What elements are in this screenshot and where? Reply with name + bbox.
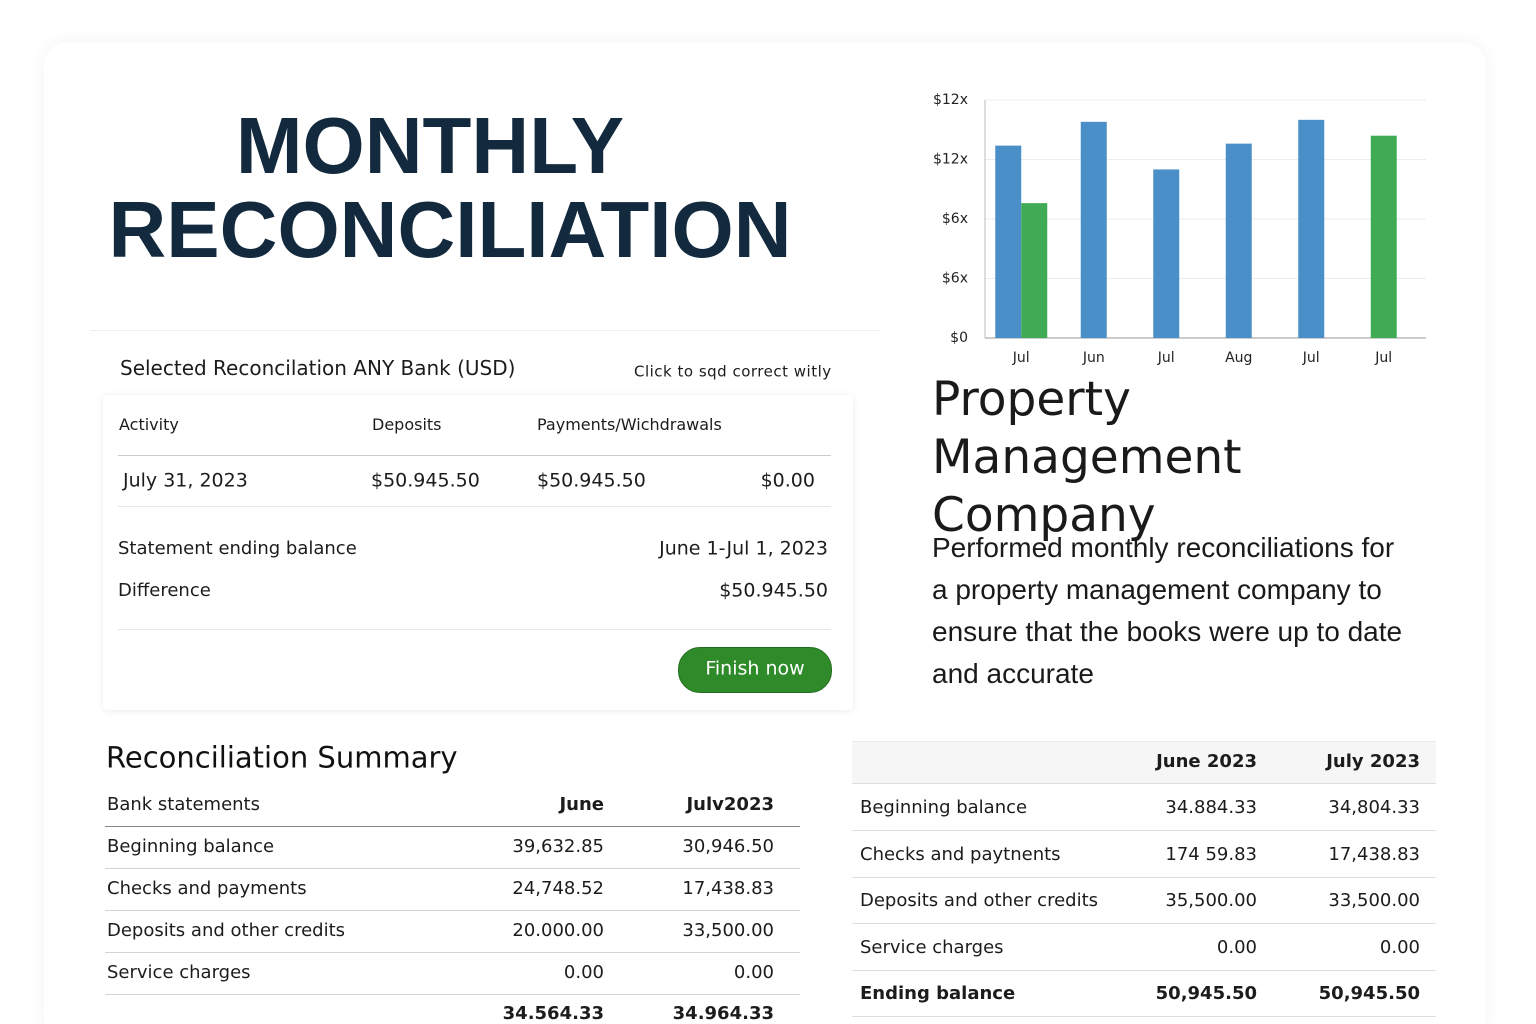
column-header: Deposits bbox=[372, 415, 442, 434]
column-header: Activity bbox=[119, 415, 179, 434]
cell: 35,500.00 bbox=[1165, 890, 1257, 911]
bar bbox=[1080, 121, 1107, 338]
detail-label: Statement ending balance bbox=[118, 538, 357, 559]
bar bbox=[1370, 135, 1397, 338]
cell: 0.00 bbox=[1379, 936, 1420, 958]
bar bbox=[1225, 143, 1252, 338]
rule bbox=[105, 826, 800, 827]
column-header: July 2023 bbox=[1326, 751, 1420, 772]
cell: 17,438.83 bbox=[682, 878, 774, 899]
cell: Ending balance bbox=[860, 983, 1016, 1004]
bar bbox=[1153, 169, 1180, 338]
total: 34.964.33 bbox=[672, 1003, 774, 1024]
cell: Checks and payments bbox=[107, 878, 307, 899]
cell: 0.00 bbox=[733, 962, 774, 983]
detail-value: $50.945.50 bbox=[719, 579, 828, 602]
description-line: ensure that the books were up to date bbox=[932, 616, 1403, 647]
description-line: and accurate bbox=[932, 658, 1094, 689]
column-header: Payments/Wichdrawals bbox=[537, 415, 722, 434]
cell: 24,748.52 bbox=[512, 878, 604, 899]
column-header: June bbox=[559, 794, 604, 815]
x-tick-label: Jul bbox=[1302, 350, 1320, 366]
cell: 30,946.50 bbox=[682, 836, 774, 857]
cell: $0.00 bbox=[760, 469, 815, 492]
cell: 174 59.83 bbox=[1165, 843, 1257, 865]
summary-title: Reconciliation Summary bbox=[106, 740, 458, 775]
column-header: Bank statements bbox=[107, 794, 260, 815]
rule bbox=[852, 783, 1436, 784]
y-tick-label: $0 bbox=[950, 330, 968, 346]
y-tick-label: $12x bbox=[933, 152, 968, 168]
panel-heading: Selected Reconcilation ANY Bank (USD) bbox=[120, 356, 516, 380]
rule bbox=[105, 952, 800, 953]
cell: Service charges bbox=[107, 962, 251, 983]
y-tick-label: $12x bbox=[933, 92, 968, 108]
cell: $50.945.50 bbox=[537, 469, 646, 492]
rule bbox=[852, 876, 1436, 878]
cell: 50,945.50 bbox=[1318, 983, 1420, 1004]
rule bbox=[118, 629, 831, 630]
description-line: a property management company to bbox=[932, 574, 1382, 605]
total: 34.564.33 bbox=[502, 1003, 604, 1024]
bar bbox=[995, 145, 1022, 338]
cell: 20.000.00 bbox=[512, 920, 604, 941]
bar bbox=[1021, 203, 1048, 338]
description-line: Performed monthly reconciliations for bbox=[932, 532, 1395, 563]
cell: 0.00 bbox=[1216, 936, 1257, 958]
cell: 34.884.33 bbox=[1165, 797, 1257, 818]
title-line: MONTHLY bbox=[235, 101, 625, 190]
cell: 39,632.85 bbox=[512, 836, 604, 857]
cell: 34,804.33 bbox=[1328, 797, 1420, 818]
rule bbox=[105, 910, 800, 911]
cell: $50.945.50 bbox=[371, 469, 480, 492]
y-tick-label: $6x bbox=[942, 211, 968, 227]
panel-link: Click to sqd correct witly bbox=[634, 362, 832, 381]
cell: Beginning balance bbox=[107, 836, 275, 857]
rule bbox=[852, 923, 1436, 924]
cell: Service charges bbox=[860, 936, 1004, 958]
cell: Beginning balance bbox=[860, 797, 1028, 818]
cell: 17,438.83 bbox=[1328, 843, 1420, 865]
cell: 33,500.00 bbox=[682, 920, 774, 941]
x-tick-label: Jul bbox=[1157, 350, 1175, 366]
rule bbox=[118, 506, 831, 507]
x-tick-label: Jul bbox=[1374, 350, 1392, 366]
rule bbox=[105, 994, 800, 995]
cell: July 31, 2023 bbox=[123, 469, 248, 492]
cell: Checks and paytnents bbox=[860, 843, 1061, 865]
rule bbox=[118, 455, 831, 456]
rule bbox=[105, 868, 800, 869]
company-name: Property Management Company bbox=[932, 372, 1242, 543]
finish-button[interactable] bbox=[678, 647, 832, 693]
cell: Deposits and other credits bbox=[860, 890, 1099, 911]
x-tick-label: Aug bbox=[1225, 350, 1252, 366]
detail-value: June 1-Jul 1, 2023 bbox=[659, 537, 828, 560]
comparison-header-band bbox=[852, 741, 1436, 784]
cell: 50,945.50 bbox=[1155, 983, 1257, 1004]
cell: Deposits and other credits bbox=[107, 920, 346, 941]
x-tick-label: Jun bbox=[1082, 350, 1105, 366]
bar bbox=[1298, 119, 1325, 338]
cell: 0.00 bbox=[563, 962, 604, 983]
cell: 33,500.00 bbox=[1328, 890, 1420, 911]
finish-label[interactable]: Finish now bbox=[705, 657, 805, 680]
y-tick-label: $6x bbox=[942, 271, 968, 287]
reconciliation-panel bbox=[90, 330, 880, 716]
x-tick-label: Jul bbox=[1012, 350, 1030, 366]
rule bbox=[852, 969, 1436, 971]
title-line: RECONCILIATION bbox=[108, 185, 792, 274]
column-header: June 2023 bbox=[1156, 751, 1257, 772]
rule bbox=[852, 830, 1436, 831]
column-header: Julv2023 bbox=[686, 794, 774, 815]
rule bbox=[852, 1016, 1436, 1017]
detail-label: Difference bbox=[118, 580, 211, 601]
